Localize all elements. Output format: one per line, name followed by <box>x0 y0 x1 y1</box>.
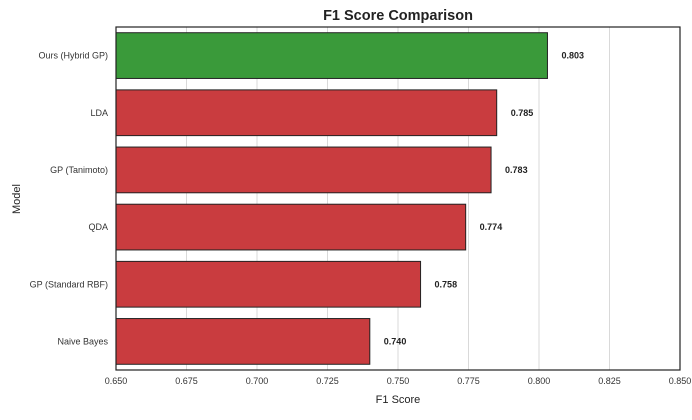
bar <box>115 146 492 194</box>
x-tick-label: 0.725 <box>316 376 339 386</box>
bar <box>115 32 548 79</box>
category-label: QDA <box>88 222 108 232</box>
chart-title: F1 Score Comparison <box>323 8 473 24</box>
data-label: 0.774 <box>480 222 503 232</box>
x-tick-label: 0.650 <box>105 376 128 386</box>
x-tick-label: 0.775 <box>457 376 480 386</box>
bar <box>115 318 371 365</box>
x-tick-label: 0.700 <box>246 376 269 386</box>
category-label: Naive Bayes <box>57 336 108 346</box>
x-axis-label: F1 Score <box>376 394 421 406</box>
x-tick-label: 0.850 <box>669 376 692 386</box>
x-tick-label: 0.800 <box>528 376 551 386</box>
bars <box>115 32 548 365</box>
bar <box>115 89 498 137</box>
data-label: 0.740 <box>384 336 407 346</box>
x-tick-label: 0.750 <box>387 376 410 386</box>
category-label: LDA <box>90 108 108 118</box>
data-label: 0.803 <box>561 51 584 61</box>
y-axis-label: Model <box>11 184 23 214</box>
x-tick-labels: 0.650 0.675 0.700 0.725 0.750 0.775 0.800 0.825… <box>105 376 692 386</box>
data-labels: 0.803 0.785 0.783 0.774 0.758 0.740 <box>384 51 584 347</box>
data-label: 0.785 <box>511 108 534 118</box>
bar <box>115 203 467 251</box>
gridlines <box>186 27 610 370</box>
category-label: GP (Tanimoto) <box>50 165 108 175</box>
category-label: Ours (Hybrid GP) <box>38 51 108 61</box>
plot-frame <box>115 26 681 371</box>
category-label: GP (Standard RBF) <box>30 279 108 289</box>
bar <box>115 260 422 308</box>
data-label: 0.758 <box>435 279 458 289</box>
data-label: 0.783 <box>505 165 528 175</box>
x-tick-label: 0.675 <box>175 376 198 386</box>
category-labels: Ours (Hybrid GP) LDA GP (Tanimoto) QDA GP (S… <box>30 51 109 347</box>
x-tick-label: 0.825 <box>598 376 621 386</box>
